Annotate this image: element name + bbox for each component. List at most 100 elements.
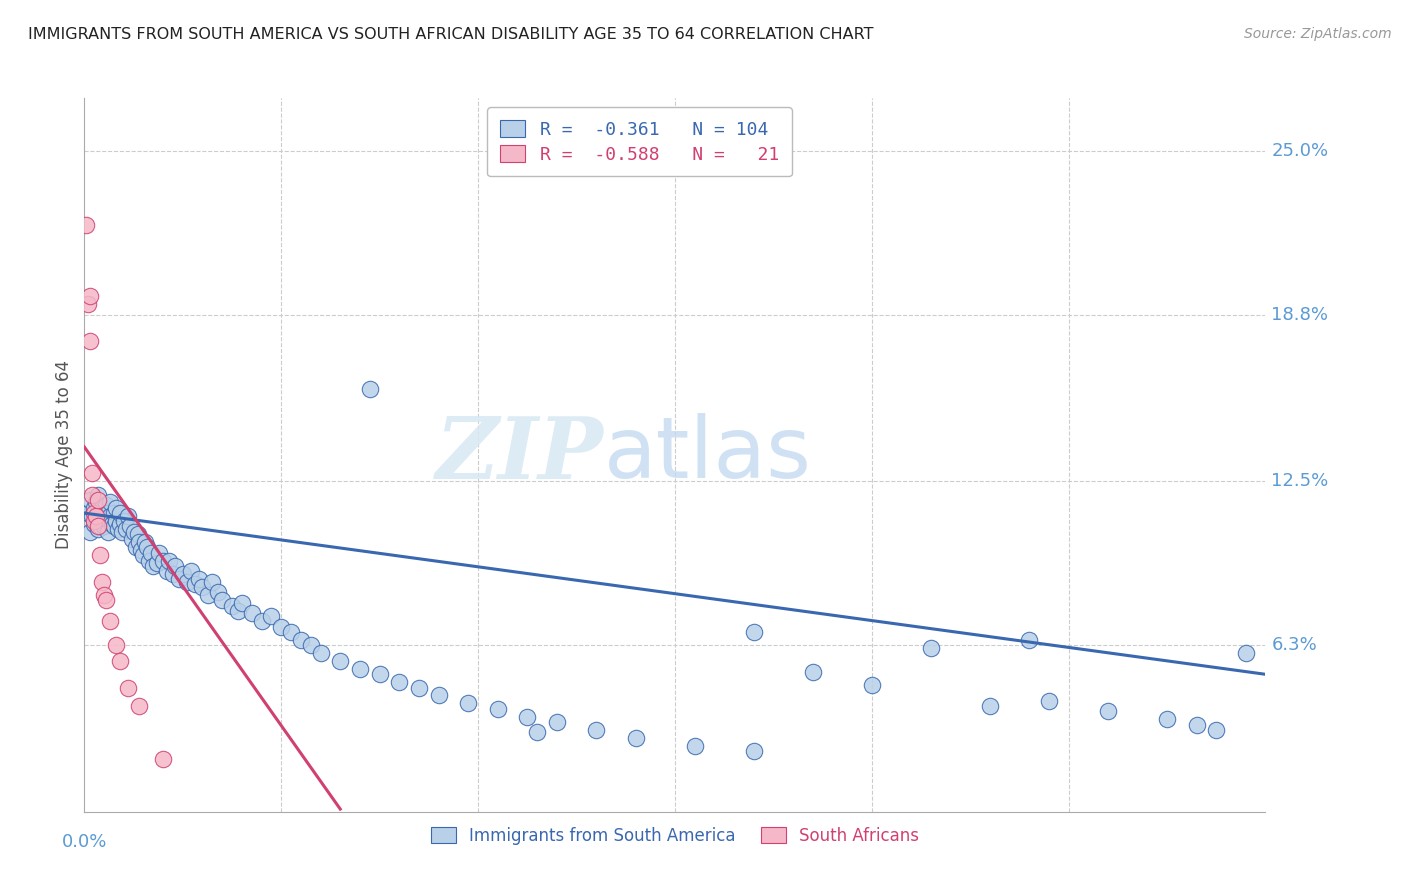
Point xyxy=(624,731,647,745)
Point xyxy=(93,588,115,602)
Point xyxy=(157,554,180,568)
Point xyxy=(146,556,169,570)
Text: 25.0%: 25.0% xyxy=(1271,142,1329,160)
Text: 18.8%: 18.8% xyxy=(1271,306,1329,324)
Point xyxy=(108,654,131,668)
Point xyxy=(526,725,548,739)
Point xyxy=(127,527,149,541)
Point xyxy=(82,487,104,501)
Point xyxy=(77,297,100,311)
Point xyxy=(1156,712,1178,726)
Point xyxy=(211,593,233,607)
Point xyxy=(121,533,143,547)
Point xyxy=(84,508,107,523)
Point xyxy=(117,508,139,523)
Point xyxy=(83,514,105,528)
Point xyxy=(1234,646,1257,660)
Point xyxy=(118,519,141,533)
Text: atlas: atlas xyxy=(605,413,813,497)
Point xyxy=(1097,704,1119,718)
Text: 12.5%: 12.5% xyxy=(1271,473,1329,491)
Point xyxy=(82,508,104,523)
Point xyxy=(1205,723,1227,737)
Point xyxy=(585,723,607,737)
Point xyxy=(89,519,111,533)
Point xyxy=(152,554,174,568)
Point xyxy=(87,519,110,533)
Point xyxy=(290,632,312,647)
Point xyxy=(408,681,430,695)
Point xyxy=(742,744,765,758)
Point xyxy=(683,739,706,753)
Point xyxy=(221,599,243,613)
Point xyxy=(111,524,134,539)
Point xyxy=(112,514,135,528)
Point xyxy=(79,289,101,303)
Point xyxy=(75,218,97,232)
Point xyxy=(329,654,352,668)
Point xyxy=(183,577,205,591)
Point xyxy=(270,620,292,634)
Point xyxy=(101,516,124,531)
Point xyxy=(94,511,117,525)
Point xyxy=(131,543,153,558)
Point xyxy=(83,500,105,515)
Point xyxy=(163,558,186,573)
Text: Source: ZipAtlas.com: Source: ZipAtlas.com xyxy=(1244,27,1392,41)
Point xyxy=(107,522,129,536)
Point xyxy=(79,492,101,507)
Point xyxy=(1018,632,1040,647)
Point xyxy=(250,615,273,629)
Point xyxy=(93,519,115,533)
Point xyxy=(97,524,120,539)
Y-axis label: Disability Age 35 to 64: Disability Age 35 to 64 xyxy=(55,360,73,549)
Point xyxy=(89,508,111,523)
Point xyxy=(79,524,101,539)
Point xyxy=(87,492,110,507)
Point xyxy=(860,678,883,692)
Point xyxy=(98,508,121,523)
Point xyxy=(486,701,509,715)
Point xyxy=(87,522,110,536)
Point xyxy=(207,585,229,599)
Point xyxy=(979,698,1001,713)
Point xyxy=(104,514,127,528)
Point xyxy=(136,541,159,555)
Point xyxy=(546,714,568,729)
Point xyxy=(349,662,371,676)
Point xyxy=(128,535,150,549)
Point xyxy=(117,681,139,695)
Point xyxy=(141,546,163,560)
Legend: Immigrants from South America, South Africans: Immigrants from South America, South Afr… xyxy=(422,819,928,854)
Text: ZIP: ZIP xyxy=(436,413,605,497)
Point xyxy=(240,607,263,621)
Point xyxy=(77,506,100,520)
Point xyxy=(84,514,107,528)
Point xyxy=(108,506,131,520)
Point xyxy=(91,514,114,528)
Point xyxy=(162,566,184,581)
Point xyxy=(226,604,249,618)
Point xyxy=(388,675,411,690)
Point xyxy=(742,625,765,640)
Point xyxy=(132,549,155,563)
Point xyxy=(191,580,214,594)
Point xyxy=(427,689,450,703)
Point xyxy=(87,487,110,501)
Point xyxy=(93,506,115,520)
Point xyxy=(457,697,479,711)
Point xyxy=(84,495,107,509)
Point xyxy=(122,524,145,539)
Point xyxy=(280,625,302,640)
Point xyxy=(187,572,209,586)
Point xyxy=(91,574,114,589)
Point xyxy=(114,522,136,536)
Point xyxy=(103,519,125,533)
Point xyxy=(128,698,150,713)
Point xyxy=(124,541,146,555)
Point xyxy=(516,709,538,723)
Point xyxy=(172,566,194,581)
Point xyxy=(82,467,104,481)
Point xyxy=(231,596,253,610)
Point xyxy=(180,564,202,578)
